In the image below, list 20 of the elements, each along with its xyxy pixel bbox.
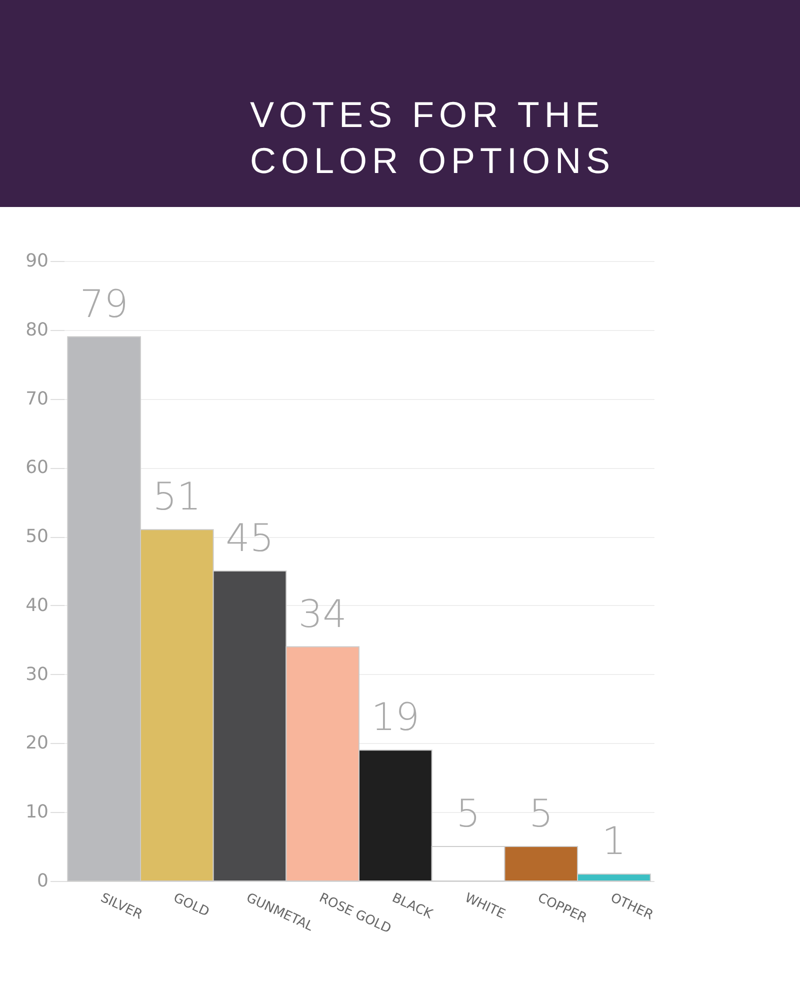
y-tick-label: 90 xyxy=(26,250,48,272)
data-label: 5 xyxy=(456,792,480,836)
data-label: 5 xyxy=(529,792,554,836)
y-tick-label: 30 xyxy=(26,664,48,685)
chart-title: VOTES FOR THE COLOR OPTIONS xyxy=(250,93,616,183)
data-label: 79 xyxy=(80,282,128,326)
y-tick-label: 50 xyxy=(26,526,48,548)
y-tick-label: 0 xyxy=(37,870,48,892)
y-tick-label: 60 xyxy=(26,457,48,478)
data-label: 34 xyxy=(298,592,347,636)
data-label: 1 xyxy=(602,819,626,864)
y-tick-label: 70 xyxy=(26,388,48,410)
y-tick-label: 20 xyxy=(26,732,48,754)
y-tick-label: 40 xyxy=(26,594,48,616)
x-tick-label: GOLD xyxy=(170,890,212,920)
data-label: 45 xyxy=(226,516,274,560)
data-label: 51 xyxy=(152,474,202,519)
y-tick-label: 10 xyxy=(26,802,48,823)
data-label: 19 xyxy=(371,695,420,740)
y-tick-label: 80 xyxy=(26,319,48,340)
